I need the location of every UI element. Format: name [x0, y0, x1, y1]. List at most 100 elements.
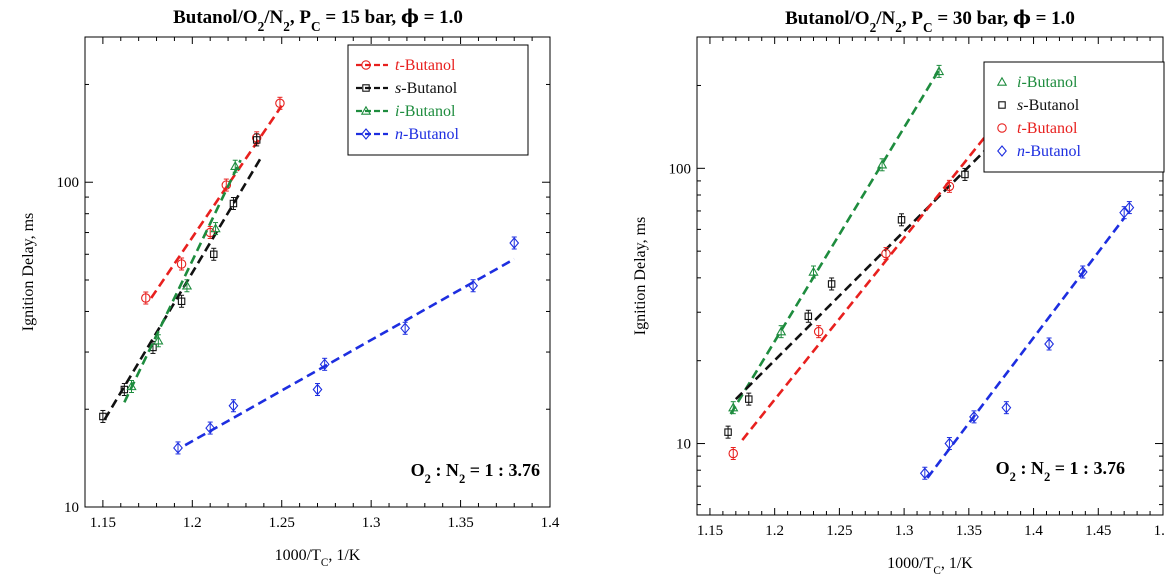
x-tick-label: 1.3 [895, 523, 914, 539]
legend-item: s-Butanol [998, 97, 1080, 114]
data-point [275, 98, 285, 109]
data-point [944, 437, 955, 450]
data-point [210, 250, 218, 259]
series-t-butanol [728, 113, 1004, 461]
data-point [775, 326, 787, 336]
legend-label: t-Butanol [1017, 120, 1078, 137]
series-i-butanol [123, 159, 242, 403]
series-s-butanol [724, 113, 1018, 439]
legend-item: n-Butanol [356, 126, 460, 143]
ratio-annotation: O2 : N2 = 1 : 3.76 [411, 460, 540, 486]
data-point [808, 266, 819, 276]
y-tick-label: 10 [676, 437, 691, 453]
x-tick-label: 1.25 [269, 515, 295, 531]
data-point [919, 467, 930, 480]
data-point [1124, 201, 1135, 214]
y-axis-label: Ignition Delay, ms [632, 217, 649, 336]
legend-item: t-Butanol [356, 57, 456, 74]
data-point [319, 358, 330, 371]
data-point [827, 280, 836, 288]
series-t-butanol [141, 96, 285, 305]
legend: i-Butanol s-Butanol t-Butanol n-Butanol [983, 61, 1165, 173]
x-tick-label: 1.4 [541, 515, 560, 531]
chart-1: Butanol/O2/N2, PC = 15 bar, ϕ = 1.0 1.15 1… [20, 6, 560, 569]
x-tick-label: 1.35 [447, 515, 473, 531]
ratio-annotation: O2 : N2 = 1 : 3.76 [996, 458, 1125, 484]
x-tick-label: 1.2 [765, 523, 784, 539]
legend-item: i-Butanol [996, 74, 1078, 91]
legend-marker [361, 60, 371, 70]
x-tick-label: 1.3 [362, 515, 381, 531]
x-axis-label: 1000/TC, 1/K [275, 547, 361, 569]
series-n-butanol [919, 201, 1135, 480]
legend-item: s-Butanol [356, 80, 458, 97]
fit-line [926, 217, 1126, 479]
chart-2: Butanol/O2/N2, PC = 30 bar, ϕ = 1.0 1.15 1… [632, 7, 1165, 577]
x-tick-label: 1.15 [90, 515, 116, 531]
data-point [126, 381, 137, 391]
chart-title: Butanol/O2/N2, PC = 15 bar, ϕ = 1.0 [173, 6, 463, 34]
fit-line [150, 105, 283, 299]
data-point [210, 223, 221, 233]
y-axis-label: Ignition Delay, ms [20, 213, 37, 332]
x-tick-label: 1.25 [826, 523, 852, 539]
y-tick-label: 10 [64, 500, 79, 516]
x-tick-label: 1.5 [1154, 523, 1165, 539]
legend-label: i-Butanol [395, 103, 456, 120]
data-point [229, 199, 238, 208]
fit-line [103, 158, 262, 421]
data-point [312, 383, 323, 396]
x-tick-label: 1.2 [183, 515, 202, 531]
data-point [897, 216, 906, 224]
legend-box [983, 61, 1165, 173]
x-tick-label: 1.45 [1085, 523, 1111, 539]
data-point [1077, 266, 1088, 278]
data-point [933, 66, 945, 76]
x-axis-label: 1000/TC, 1/K [887, 555, 973, 577]
data-point [176, 259, 187, 269]
x-tick-label: 1.35 [956, 523, 982, 539]
y-tick-label: 100 [57, 175, 80, 191]
legend-marker [997, 123, 1007, 133]
legend-label: s-Butanol [395, 80, 458, 97]
legend-box [347, 44, 529, 156]
chart-title: Butanol/O2/N2, PC = 30 bar, ϕ = 1.0 [785, 7, 1075, 35]
data-point [728, 448, 738, 459]
legend-label: i-Butanol [1017, 74, 1078, 91]
data-point [141, 293, 151, 303]
series-s-butanol [99, 133, 262, 423]
fit-line [741, 119, 1000, 441]
data-point [177, 297, 186, 306]
data-point [745, 395, 753, 403]
x-tick-label: 1.15 [697, 523, 723, 539]
data-point [969, 411, 979, 423]
fit-line [734, 120, 1016, 401]
data-point [400, 322, 411, 335]
series-i-butanol [728, 64, 945, 415]
data-point [1119, 206, 1130, 219]
data-point [221, 180, 232, 190]
legend-label: n-Butanol [395, 126, 460, 143]
legend-item: t-Butanol [997, 120, 1078, 137]
data-point [205, 422, 216, 434]
data-point [804, 312, 813, 321]
data-point [881, 248, 891, 259]
legend-label: s-Butanol [1017, 97, 1080, 114]
data-point [468, 279, 479, 292]
legend-marker [997, 145, 1007, 157]
data-point [252, 136, 261, 144]
data-point [230, 160, 241, 170]
fit-line [184, 257, 515, 447]
fit-line [123, 159, 242, 403]
data-point [724, 428, 732, 436]
data-point [1044, 338, 1055, 350]
data-point [173, 442, 183, 454]
data-point [728, 402, 739, 412]
legend-marker [998, 101, 1006, 109]
legend-marker [360, 105, 372, 115]
legend-marker [361, 128, 371, 140]
legend: t-Butanol s-Butanol i-Butanol n-Butanol [347, 44, 529, 156]
fit-line [729, 69, 941, 415]
data-point [228, 399, 239, 412]
data-point [99, 412, 107, 421]
